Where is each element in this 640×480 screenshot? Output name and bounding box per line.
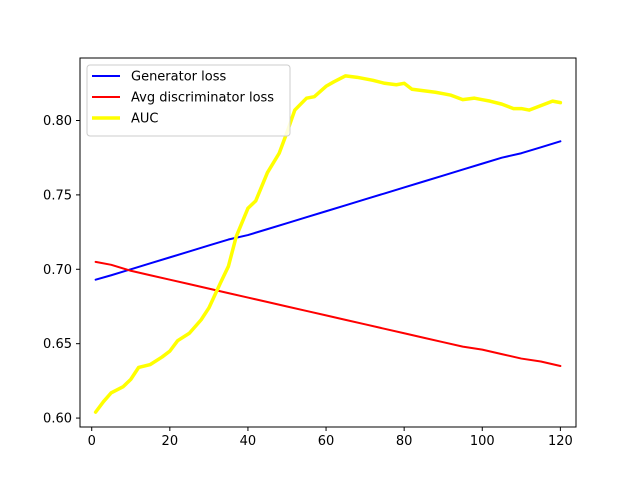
series-layer (93, 74, 563, 414)
series-line-auc (93, 74, 563, 414)
legend-label: Avg discriminator loss (131, 91, 274, 106)
x-tick-label: 120 (548, 434, 573, 449)
x-tick-label: 20 (162, 434, 179, 449)
y-tick-label: 0.60 (43, 412, 72, 427)
legend-item-auc: AUC (92, 112, 159, 127)
y-tick-label: 0.70 (43, 263, 72, 278)
legend: Generator loss Avg discriminator loss AUC (86, 64, 291, 137)
axes-layer: 0 20 40 60 80 100 120 0.60 0.65 0.70 0.75 0.80 (43, 114, 573, 449)
x-tick-label: 100 (470, 434, 495, 449)
x-tick-label: 80 (396, 434, 413, 449)
y-tick-label: 0.80 (43, 114, 72, 129)
plot-frame (79, 57, 577, 428)
series-line-avg-discriminator-loss (94, 260, 562, 367)
legend-item-generator-loss: Generator loss (92, 70, 226, 85)
x-tick-label: 0 (88, 434, 96, 449)
y-tick-label: 0.75 (43, 188, 72, 203)
x-tick-label: 40 (240, 434, 257, 449)
legend-label: AUC (131, 112, 159, 127)
series-line-generator-loss (94, 140, 562, 281)
x-tick-label: 60 (318, 434, 335, 449)
legend-box (86, 64, 291, 137)
y-tick-label: 0.65 (43, 337, 72, 352)
legend-item-avg-discriminator-loss: Avg discriminator loss (92, 91, 274, 106)
legend-label: Generator loss (131, 70, 226, 85)
